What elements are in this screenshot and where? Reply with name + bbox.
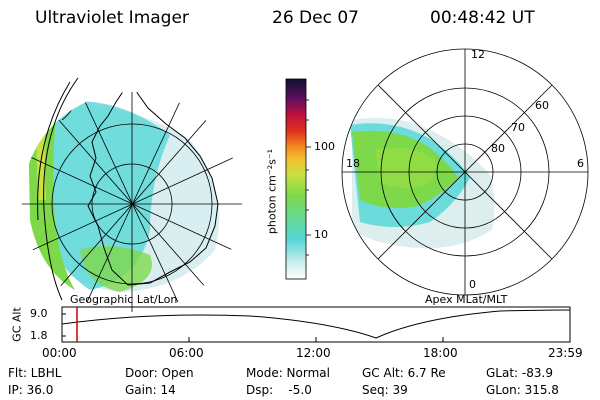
geographic-map — [22, 92, 242, 312]
mlt-label-0: 0 — [469, 278, 476, 291]
apex-panel-label: Apex MLat/MLT — [425, 293, 508, 306]
gc-alt-info: GC Alt: 6.7 Re — [362, 366, 446, 380]
mlat-label-80: 80 — [491, 142, 505, 155]
mlt-label-12: 12 — [471, 48, 485, 61]
altitude-axis-label: GC Alt — [10, 307, 24, 342]
date-label: 26 Dec 07 — [272, 8, 359, 28]
altitude-plot — [61, 306, 571, 343]
altitude-tick-9: 9.0 — [30, 307, 48, 320]
polar-plot — [341, 48, 589, 296]
glat-info: GLat: -83.9 — [486, 366, 553, 380]
colorbar — [285, 78, 307, 280]
mlat-label-70: 70 — [511, 121, 525, 134]
time-tick-0000: 00:00 — [42, 346, 77, 360]
time-tick-0600: 06:00 — [169, 346, 204, 360]
glon-info: GLon: 315.8 — [486, 383, 559, 397]
dsp-info: Dsp: -5.0 — [246, 383, 312, 397]
mode-info: Mode: Normal — [246, 366, 330, 380]
time-tick-1200: 12:00 — [296, 346, 331, 360]
gain-info: Gain: 14 — [125, 383, 176, 397]
instrument-title: Ultraviolet Imager — [35, 8, 189, 28]
colorbar-tick-10: 10 — [314, 228, 328, 241]
aurora-cyan-band — [40, 101, 170, 290]
filter-info: Flt: LBHL — [8, 366, 62, 380]
altitude-tick-1-8: 1.8 — [30, 329, 48, 342]
time-tick-2359: 23:59 — [548, 346, 583, 360]
time-label: 00:48:42 UT — [430, 8, 535, 28]
mlat-label-60: 60 — [535, 99, 549, 112]
mlt-label-18: 18 — [346, 157, 360, 170]
colorbar-unit-label: photon cm⁻²s⁻¹ — [265, 148, 279, 235]
altitude-curve — [61, 309, 571, 339]
time-tick-1800: 18:00 — [423, 346, 458, 360]
colorbar-tick-100: 100 — [314, 140, 335, 153]
door-info: Door: Open — [125, 366, 194, 380]
seq-info: Seq: 39 — [362, 383, 408, 397]
mlt-label-6: 6 — [577, 157, 584, 170]
ip-info: IP: 36.0 — [8, 383, 54, 397]
geographic-panel-label: Geographic Lat/Lon — [70, 293, 178, 306]
continent-outline — [87, 92, 219, 286]
